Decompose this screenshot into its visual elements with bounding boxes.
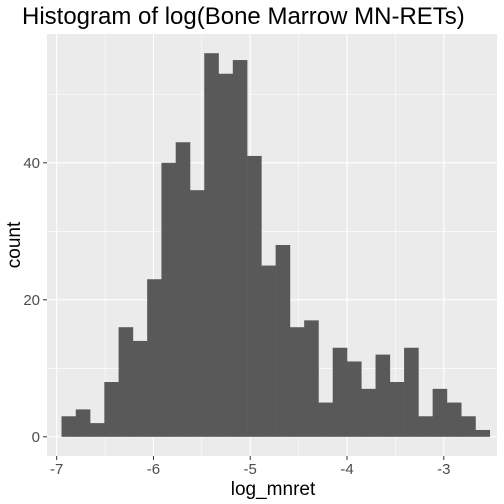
histogram-bar <box>75 409 91 437</box>
histogram-bar <box>375 354 391 437</box>
histogram-bar <box>475 429 491 437</box>
histogram-bar <box>304 320 319 437</box>
y-tick-label: 40 <box>23 155 40 172</box>
x-tick-label: -4 <box>340 461 353 478</box>
histogram-bar <box>175 142 191 437</box>
y-axis-label: count <box>4 221 25 268</box>
histogram-bar <box>247 155 262 437</box>
histogram-bar <box>118 327 134 437</box>
histogram-bar <box>189 190 205 437</box>
y-tick-label: 20 <box>23 292 40 309</box>
histogram-bar <box>132 340 148 437</box>
histogram-bar <box>232 60 248 437</box>
x-tick-label: -3 <box>437 461 450 478</box>
histogram-bar <box>289 327 305 437</box>
x-tick-label: -5 <box>244 461 257 478</box>
histogram-bar <box>418 416 433 437</box>
histogram-bar <box>432 388 448 437</box>
x-axis-label: log_mnret <box>231 479 316 500</box>
histogram-bar <box>404 347 419 437</box>
histogram-bar <box>446 402 462 437</box>
histogram-bar <box>61 416 77 437</box>
histogram-bar <box>347 361 362 437</box>
chart-title: Histogram of log(Bone Marrow MN-RETs) <box>22 3 465 30</box>
histogram-bar <box>147 279 162 437</box>
x-axis-tick-labels: -7 -6 -5 -4 -3 <box>50 461 450 478</box>
histogram-bar <box>104 382 119 437</box>
histogram-bar <box>161 162 177 437</box>
x-tick-label: -6 <box>147 461 160 478</box>
histogram-bar <box>261 265 276 437</box>
axis-ticks <box>43 162 445 460</box>
histogram-bar <box>389 382 405 437</box>
y-tick-label: 0 <box>32 429 40 446</box>
x-tick-label: -7 <box>50 461 63 478</box>
histogram-bars <box>61 53 491 437</box>
histogram-bar <box>275 245 291 437</box>
histogram-bar <box>461 416 476 437</box>
histogram-bar <box>318 402 334 437</box>
histogram-bar <box>361 388 376 437</box>
histogram-bar <box>204 53 219 437</box>
histogram-bar <box>218 73 234 437</box>
y-axis-tick-labels: 0 20 40 <box>23 155 40 446</box>
histogram-bar <box>90 423 105 437</box>
histogram-bar <box>332 347 348 437</box>
